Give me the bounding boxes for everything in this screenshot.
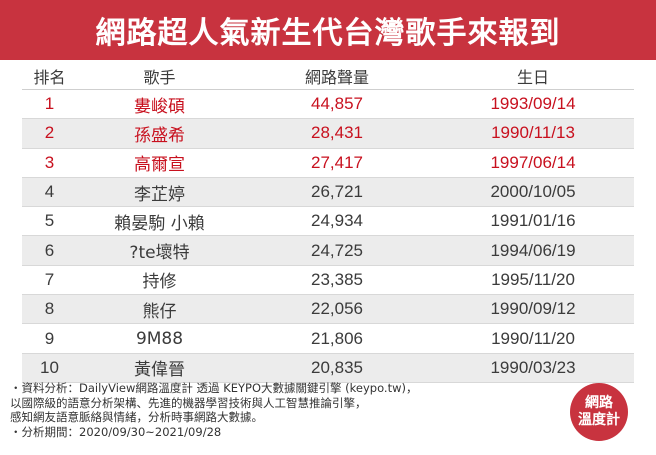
footnote-period: ・分析期間：2020/09/30~2021/09/28 [10, 424, 222, 439]
birthday-cell: 1993/09/14 [490, 94, 576, 114]
name-cell: 婁峻碩 [134, 96, 185, 117]
header-name: 歌手 [143, 67, 176, 87]
volume-cell: 20,835 [311, 357, 363, 377]
source-footnote: ・資料分析：DailyView網路溫度計 透過 KEYPO大數據關鍵引擎 (ke… [10, 381, 510, 439]
rank-cell: 4 [44, 182, 55, 202]
volume-cell: 21,806 [311, 328, 363, 348]
name-cell: 李芷婷 [134, 184, 185, 205]
table-row: 2 孫盛希 28,431 1990/11/13 [22, 119, 634, 149]
table-row: 5 賴晏駒 小賴 24,934 1991/01/16 [22, 207, 634, 237]
table-header: 排名 歌手 網路聲量 生日 [22, 62, 634, 90]
title-banner: 網路超人氣新生代台灣歌手來報到 [0, 0, 656, 60]
birthday-cell: 2000/10/05 [490, 182, 576, 202]
name-cell: ?te壞特 [129, 243, 190, 264]
volume-cell: 44,857 [311, 94, 363, 114]
table-row: 6 ?te壞特 24,725 1994/06/19 [22, 236, 634, 266]
rank-cell: 9 [44, 328, 55, 348]
table-row: 8 熊仔 22,056 1990/09/12 [22, 295, 634, 325]
name-cell: 持修 [142, 272, 177, 293]
birthday-cell: 1991/01/16 [490, 211, 576, 231]
rank-cell: 1 [44, 94, 55, 114]
footnote-line: 感知網友語意脈絡與情緒，分析時事網路大數據。 [10, 410, 263, 424]
header-volume: 網路聲量 [304, 67, 369, 87]
header-rank: 排名 [33, 67, 66, 87]
birthday-cell: 1990/11/20 [491, 328, 575, 348]
birthday-cell: 1995/11/20 [491, 269, 575, 289]
name-cell: 熊仔 [142, 301, 177, 322]
header-birthday: 生日 [516, 67, 549, 87]
rank-cell: 8 [44, 299, 55, 319]
volume-cell: 24,725 [311, 240, 363, 260]
logo-text-line2: 溫度計 [578, 412, 620, 428]
volume-cell: 27,417 [311, 152, 363, 172]
birthday-cell: 1990/11/13 [491, 123, 575, 143]
birthday-cell: 1990/03/23 [490, 357, 576, 377]
rank-cell: 5 [44, 211, 55, 231]
volume-cell: 23,385 [311, 269, 363, 289]
table-row: 10 黃偉晉 20,835 1990/03/23 [22, 353, 634, 383]
birthday-cell: 1997/06/14 [490, 152, 576, 172]
birthday-cell: 1990/09/12 [490, 299, 576, 319]
table-row: 9 9M88 21,806 1990/11/20 [22, 324, 634, 354]
dailyview-logo: 網路 溫度計 [570, 383, 628, 441]
birthday-cell: 1994/06/19 [490, 240, 576, 260]
footnote-line: ・資料分析：DailyView網路溫度計 透過 KEYPO大數據關鍵引擎 (ke… [10, 381, 418, 395]
rank-cell: 6 [44, 240, 55, 260]
volume-cell: 24,934 [311, 211, 363, 231]
table-row: 3 高爾宣 27,417 1997/06/14 [22, 149, 634, 178]
name-cell: 9M88 [135, 328, 184, 349]
table-row: 4 李芷婷 26,721 2000/10/05 [22, 177, 634, 208]
rank-cell: 7 [44, 269, 55, 289]
rank-cell: 2 [44, 123, 55, 143]
ranking-table: 排名 歌手 網路聲量 生日 1 婁峻碩 44,857 1993/09/14 2 … [22, 62, 634, 383]
name-cell: 高爾宣 [134, 155, 185, 176]
logo-text-line1: 網路 [585, 395, 613, 411]
name-cell: 黃偉晉 [134, 360, 185, 381]
page-title: 網路超人氣新生代台灣歌手來報到 [95, 16, 561, 51]
volume-cell: 22,056 [311, 299, 363, 319]
rank-cell: 10 [40, 357, 59, 377]
volume-cell: 26,721 [311, 182, 363, 202]
table-row: 1 婁峻碩 44,857 1993/09/14 [22, 90, 634, 120]
volume-cell: 28,431 [311, 123, 363, 143]
rank-cell: 3 [44, 152, 55, 172]
table-row: 7 持修 23,385 1995/11/20 [22, 266, 634, 296]
name-cell: 孫盛希 [134, 125, 185, 146]
name-cell: 賴晏駒 小賴 [114, 213, 205, 234]
footnote-line: 以國際級的語意分析架構、先進的機器學習技術與人工智慧推論引擎， [10, 395, 367, 410]
